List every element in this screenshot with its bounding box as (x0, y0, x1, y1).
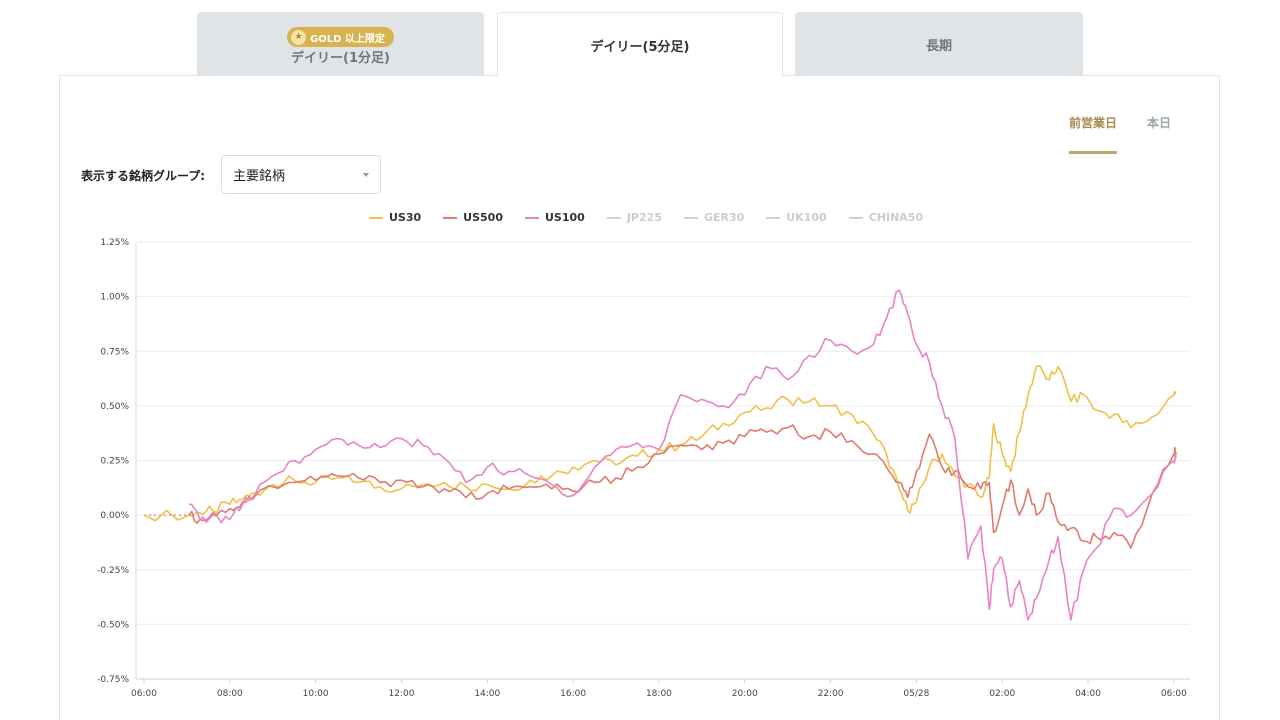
y-tick-label: 0.50% (100, 402, 129, 412)
x-tick-label: 12:00 (388, 689, 414, 699)
tab-label: 長期 (925, 38, 952, 54)
legend-item-us500[interactable]: US500 (443, 211, 503, 224)
tab-label: デイリー(1分足) (291, 51, 390, 66)
legend-label: CHINA50 (868, 211, 924, 224)
gold-badge-label: GOLD 以上限定 (310, 33, 385, 45)
x-tick-label: 10:00 (303, 689, 329, 699)
tab-label: デイリー(5分足) (590, 39, 690, 55)
chart-tabs: ★ GOLD 以上限定 デイリー(1分足) デイリー(5分足) 長期 (197, 12, 1083, 77)
y-tick-label: 1.25% (100, 238, 129, 248)
x-tick-label: 20:00 (732, 689, 758, 699)
legend-swatch (766, 216, 781, 219)
series-line-us30 (143, 365, 1177, 522)
group-label: 表示する銘柄グループ: (81, 169, 206, 183)
caret-down-icon (363, 173, 369, 177)
group-select-value: 主要銘柄 (233, 169, 286, 184)
y-tick-label: 0.25% (100, 457, 129, 467)
group-select[interactable]: 主要銘柄 (221, 155, 381, 194)
legend-swatch (848, 216, 863, 219)
tab-long-term[interactable]: 長期 (795, 12, 1083, 76)
legend-swatch (525, 216, 539, 219)
period-today[interactable]: 本日 (1147, 116, 1172, 130)
period-previous-day[interactable]: 前営業日 (1069, 114, 1118, 154)
y-tick-label: -0.50% (97, 620, 129, 630)
x-tick-label: 22:00 (818, 689, 844, 699)
x-tick-label: 14:00 (474, 689, 500, 699)
x-tick-label: 04:00 (1075, 689, 1101, 699)
legend-item-us100[interactable]: US100 (525, 211, 585, 224)
legend-item-us30[interactable]: US30 (369, 211, 421, 224)
x-tick-label: 05/28 (903, 689, 929, 699)
y-tick-label: -0.75% (97, 675, 129, 685)
legend-swatch (606, 216, 621, 219)
x-tick-label: 02:00 (989, 689, 1015, 699)
gold-badge: ★ GOLD 以上限定 (287, 27, 394, 47)
y-tick-label: -0.25% (97, 566, 129, 576)
chart-legend: US30 US500 US100 JP225 GER30 UK100 CHINA50 (369, 211, 945, 224)
legend-item-ger30[interactable]: GER30 (683, 211, 745, 224)
legend-swatch (683, 216, 698, 219)
legend-label: US30 (389, 211, 422, 224)
x-tick-label: 18:00 (646, 689, 672, 699)
y-tick-label: 0.00% (100, 511, 129, 521)
legend-label: US100 (545, 211, 585, 224)
series-line-us500 (188, 424, 1177, 549)
medal-icon: ★ (291, 29, 307, 45)
legend-item-uk100[interactable]: UK100 (766, 211, 827, 224)
tab-daily-1min[interactable]: ★ GOLD 以上限定 デイリー(1分足) (197, 12, 484, 76)
legend-label: US500 (463, 211, 503, 224)
tab-daily-5min[interactable]: デイリー(5分足) (497, 12, 783, 77)
period-toggle: 前営業日 本日 (1069, 114, 1171, 154)
y-tick-label: 0.75% (100, 347, 129, 357)
legend-label: UK100 (786, 211, 827, 224)
x-tick-label: 06:00 (1161, 689, 1187, 699)
y-tick-label: 1.00% (100, 293, 129, 303)
legend-swatch (369, 216, 383, 219)
legend-swatch (443, 216, 458, 219)
series-line-us100 (188, 289, 1177, 621)
legend-label: JP225 (626, 211, 662, 224)
legend-label: GER30 (703, 211, 745, 224)
legend-item-jp225[interactable]: JP225 (606, 211, 662, 224)
x-tick-label: 06:00 (131, 689, 157, 699)
x-tick-label: 08:00 (217, 689, 243, 699)
legend-item-china50[interactable]: CHINA50 (848, 211, 924, 224)
x-tick-label: 16:00 (560, 689, 586, 699)
